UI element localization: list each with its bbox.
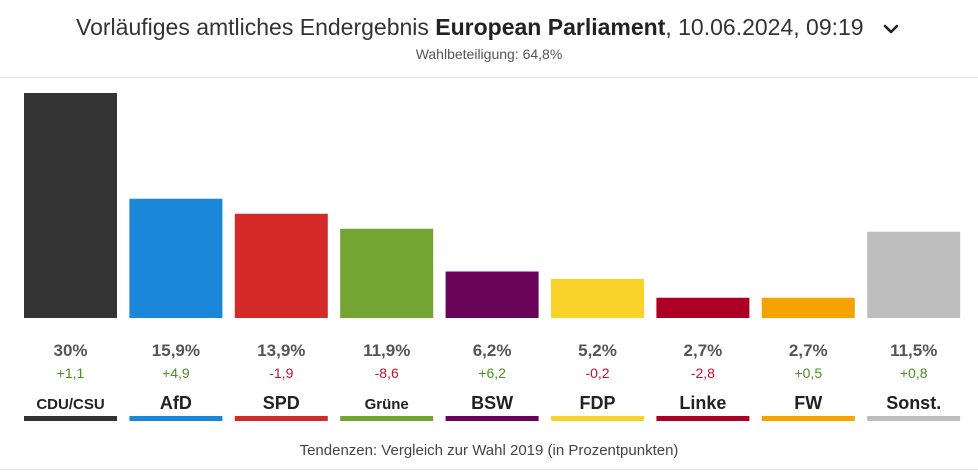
category-label-5: FDP (580, 393, 616, 413)
category-underline-5 (551, 416, 644, 421)
category-label-8: Sonst. (886, 393, 941, 413)
category-underline-7 (761, 416, 855, 421)
category-underline-4 (445, 416, 539, 421)
category-label-4: BSW (471, 393, 513, 413)
change-label-5: -0,2 (585, 365, 609, 381)
value-label-0: 30% (53, 341, 87, 360)
title-date: , 10.06.2024, 09:19 (665, 14, 864, 40)
category-label-7: FW (794, 393, 822, 413)
bar-chart-svg: 30% +1,1 CDU/CSU 15,9% +4,9 AfD 13,9% -1,9 SPD 11… (24, 93, 961, 421)
change-label-4: +6,2 (478, 365, 506, 381)
change-label-6: -2,8 (691, 365, 715, 381)
change-label-1: +4,9 (162, 365, 190, 381)
category-label-3: Grüne (365, 396, 409, 413)
title-election: European Parliament (435, 14, 666, 40)
change-label-3: -8,6 (375, 365, 399, 381)
category-underline-6 (656, 416, 750, 421)
bar-1 (129, 198, 223, 318)
value-label-2: 13,9% (257, 341, 305, 360)
header-divider (0, 77, 978, 78)
chevron-down-icon[interactable] (880, 21, 902, 37)
chart-header: Vorläufiges amtliches Endergebnis Europe… (0, 0, 978, 78)
chart-title[interactable]: Vorläufiges amtliches Endergebnis Europe… (0, 14, 978, 41)
bar-4 (445, 271, 539, 318)
title-prefix: Vorläufiges amtliches Endergebnis (76, 14, 429, 40)
category-label-1: AfD (160, 393, 192, 413)
category-label-6: Linke (679, 393, 726, 413)
change-label-8: +0,8 (900, 365, 928, 381)
value-label-5: 5,2% (578, 341, 617, 360)
change-label-0: +1,1 (57, 365, 85, 381)
category-label-0: CDU/CSU (36, 396, 104, 413)
bar-3 (340, 228, 434, 318)
value-label-4: 6,2% (473, 341, 512, 360)
category-underline-8 (867, 416, 961, 421)
bar-6 (656, 297, 750, 318)
change-label-7: +0,5 (794, 365, 822, 381)
category-underline-0 (24, 416, 117, 421)
value-label-3: 11,9% (363, 341, 410, 360)
footer-divider (0, 469, 978, 470)
value-label-7: 2,7% (789, 341, 828, 360)
category-underline-3 (340, 416, 434, 421)
category-underline-1 (129, 416, 223, 421)
change-label-2: -1,9 (269, 365, 293, 381)
bar-8 (867, 231, 961, 318)
category-underline-2 (234, 416, 328, 421)
results-chart: 30% +1,1 CDU/CSU 15,9% +4,9 AfD 13,9% -1,9 SPD 11… (0, 78, 978, 458)
value-label-1: 15,9% (152, 341, 200, 360)
footer-note: Tendenzen: Vergleich zur Wahl 2019 (in P… (299, 442, 679, 459)
bar-2 (234, 213, 328, 318)
category-label-2: SPD (263, 393, 300, 413)
turnout-label: Wahlbeteiligung: 64,8% (415, 46, 563, 62)
value-label-8: 11,5% (890, 341, 937, 360)
bar-5 (551, 279, 644, 318)
bar-7 (761, 297, 855, 318)
bar-0 (24, 93, 117, 318)
value-label-6: 2,7% (684, 341, 723, 360)
